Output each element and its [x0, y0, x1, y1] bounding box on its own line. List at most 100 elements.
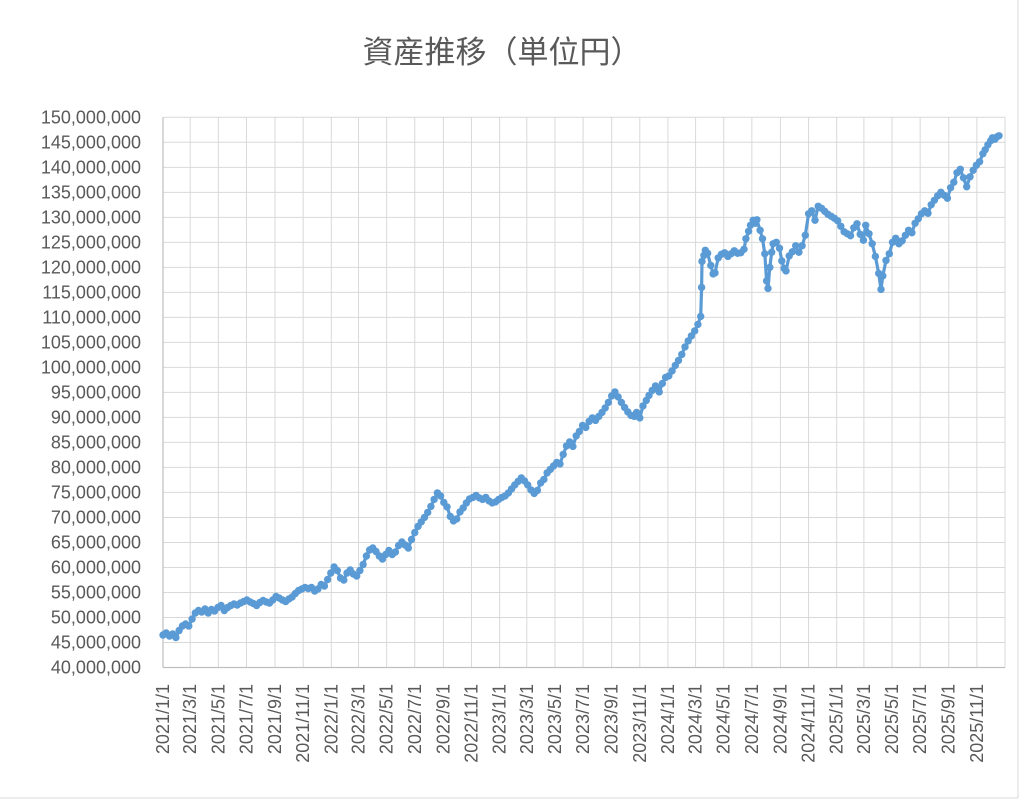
y-tick-label: 120,000,000: [41, 257, 141, 277]
data-point-marker: [859, 236, 868, 244]
data-point-marker: [707, 261, 715, 270]
data-point-marker: [798, 242, 806, 250]
data-point-marker: [356, 566, 364, 575]
data-point-marker: [636, 414, 644, 422]
x-tick-label: 2024/7/1: [742, 684, 762, 754]
x-tick-label: 2022/1/1: [321, 684, 341, 754]
x-tick-label: 2025/9/1: [939, 684, 959, 754]
data-point-marker: [795, 248, 803, 256]
data-point-marker: [744, 227, 753, 235]
y-axis-labels: 150,000,000 145,000,000 140,000,000 135,000…: [41, 107, 141, 677]
y-tick-label: 110,000,000: [42, 307, 141, 327]
y-tick-label: 85,000,000: [51, 432, 141, 452]
data-point-marker: [963, 183, 971, 191]
data-point-marker: [898, 237, 906, 245]
data-point-marker: [766, 263, 774, 272]
data-point-marker: [753, 216, 761, 224]
data-point-marker: [185, 622, 193, 630]
data-point-marker: [407, 535, 416, 544]
data-point-marker: [359, 560, 367, 569]
data-point-marker: [604, 398, 613, 407]
y-tick-label: 140,000,000: [41, 157, 141, 177]
data-point-marker: [865, 230, 873, 238]
data-point-marker: [788, 248, 797, 256]
x-axis-labels: 2021/1/1 2021/3/1 2021/5/1 2021/7/1 2021/9/1…: [153, 684, 987, 763]
data-point-marker: [975, 158, 984, 166]
data-point-marker: [681, 343, 689, 351]
data-point-marker: [892, 234, 900, 242]
data-point-marker: [877, 285, 885, 294]
data-point-marker: [801, 231, 809, 239]
x-tick-label: 2022/7/1: [405, 684, 425, 754]
x-tick-label: 2024/11/1: [799, 684, 819, 763]
x-tick-label: 2021/3/1: [180, 684, 200, 754]
y-tick-label: 150,000,000: [41, 107, 141, 127]
data-point-marker: [811, 216, 819, 224]
gridlines: [162, 116, 1006, 668]
x-tick-label: 2023/11/1: [630, 684, 650, 763]
x-tick-label: 2021/5/1: [208, 684, 228, 754]
data-point-marker: [601, 404, 609, 412]
chart-title: 資産推移（単位円）: [363, 35, 642, 70]
data-point-marker: [882, 256, 890, 265]
x-tick-label: 2025/1/1: [827, 684, 847, 754]
data-point-marker: [762, 277, 771, 285]
x-tick-label: 2022/9/1: [433, 684, 453, 754]
x-tick-label: 2021/11/1: [293, 684, 313, 763]
data-point-marker: [761, 250, 769, 258]
y-tick-label: 60,000,000: [51, 557, 141, 577]
data-point-marker: [353, 572, 361, 580]
data-point-marker: [756, 226, 764, 234]
x-tick-label: 2023/7/1: [573, 684, 593, 754]
data-point-marker: [614, 393, 622, 401]
data-point-marker: [340, 576, 348, 584]
data-point-marker: [995, 132, 1003, 140]
x-tick-label: 2023/1/1: [490, 684, 510, 754]
data-point-marker: [674, 356, 683, 365]
data-point-marker: [778, 257, 786, 265]
data-point-marker: [908, 229, 916, 237]
y-tick-label: 70,000,000: [51, 507, 141, 527]
y-tick-label: 50,000,000: [51, 607, 141, 627]
data-point-marker: [320, 582, 329, 590]
y-tick-label: 80,000,000: [51, 457, 141, 477]
y-tick-label: 115,000,000: [42, 282, 141, 302]
data-point-marker: [846, 232, 855, 240]
x-tick-label: 2022/5/1: [377, 684, 397, 754]
data-point-marker: [956, 165, 964, 173]
y-tick-label: 55,000,000: [51, 582, 141, 602]
y-tick-label: 105,000,000: [41, 332, 141, 352]
data-point-marker: [711, 269, 719, 277]
data-point-marker: [792, 242, 800, 250]
x-tick-label: 2025/7/1: [910, 684, 930, 754]
data-point-marker: [362, 552, 371, 560]
data-point-marker: [443, 503, 451, 511]
asset-series-line: [159, 132, 1003, 642]
data-point-marker: [668, 367, 676, 375]
x-tick-label: 2024/5/1: [714, 684, 734, 754]
y-tick-label: 125,000,000: [41, 232, 141, 252]
y-tick-label: 75,000,000: [51, 482, 141, 502]
data-point-marker: [632, 408, 641, 417]
data-point-marker: [703, 249, 712, 257]
data-point-marker: [678, 350, 686, 359]
x-tick-label: 2021/7/1: [236, 684, 256, 754]
data-point-marker: [323, 575, 332, 584]
data-point-marker: [639, 402, 647, 410]
data-point-marker: [833, 217, 842, 225]
data-point-marker: [853, 220, 861, 228]
data-point-marker: [856, 230, 864, 238]
data-point-marker: [436, 492, 445, 500]
data-point-marker: [697, 312, 705, 321]
data-point-marker: [427, 502, 435, 511]
data-point-marker: [391, 548, 400, 556]
data-point-marker: [775, 244, 784, 252]
x-tick-label: 2023/9/1: [602, 684, 622, 754]
data-point-marker: [943, 194, 952, 202]
x-tick-label: 2021/9/1: [265, 684, 285, 754]
data-point-marker: [772, 238, 780, 246]
data-point-marker: [697, 283, 706, 292]
data-point-marker: [582, 423, 590, 432]
